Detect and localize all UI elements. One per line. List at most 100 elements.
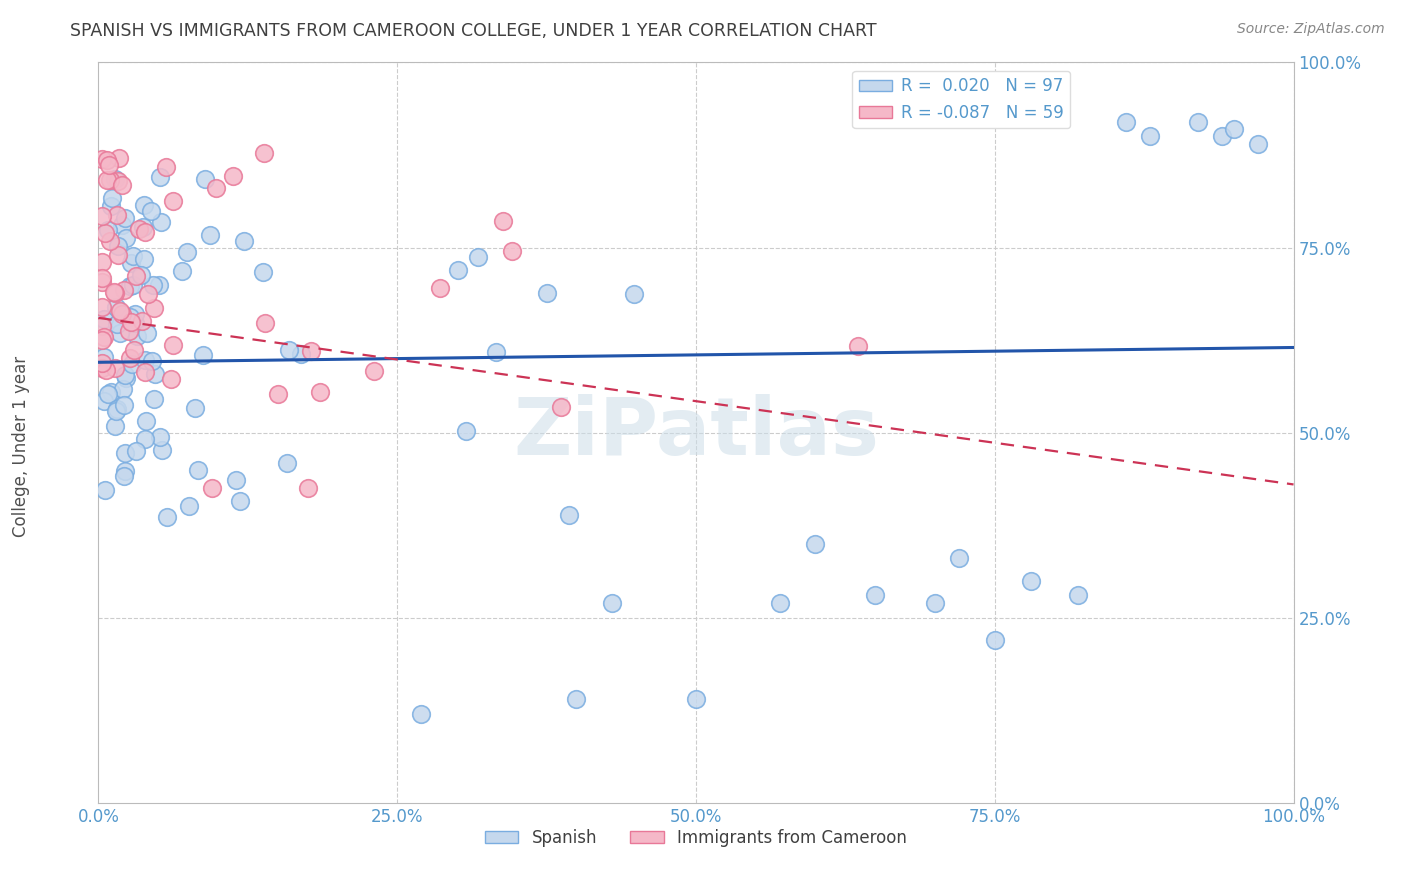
Point [125, 269, 148, 284]
Point [484, 345, 506, 359]
Point [98, 158, 121, 172]
Point [160, 371, 183, 385]
Point [536, 286, 558, 301]
Legend: Spanish, Immigrants from Cameroon: Spanish, Immigrants from Cameroon [478, 822, 914, 854]
Point [308, 385, 330, 400]
Point [98, 173, 121, 187]
Point [111, 218, 134, 232]
Point [125, 328, 148, 343]
Point [124, 343, 146, 357]
Point [114, 464, 136, 478]
Point [103, 360, 125, 375]
Point [299, 343, 322, 358]
Point [97, 223, 120, 237]
Point [623, 286, 645, 301]
Point [187, 462, 209, 476]
Point [93, 330, 115, 344]
Point [104, 172, 127, 186]
Point [149, 215, 172, 229]
Point [1223, 122, 1246, 136]
Point [111, 382, 134, 396]
Point [1211, 129, 1233, 144]
Point [267, 387, 290, 401]
Point [129, 268, 152, 282]
Point [1019, 574, 1042, 588]
Point [110, 178, 132, 193]
Point [114, 446, 136, 460]
Point [114, 211, 136, 226]
Point [232, 234, 254, 248]
Point [183, 401, 205, 415]
Point [145, 367, 167, 381]
Point [253, 316, 276, 330]
Point [948, 551, 970, 566]
Point [155, 160, 177, 174]
Point [198, 227, 221, 242]
Point [115, 371, 138, 385]
Point [114, 368, 136, 383]
Text: ZiPatlas: ZiPatlas [513, 393, 879, 472]
Point [984, 632, 1007, 647]
Point [91, 209, 114, 223]
Point [602, 596, 624, 610]
Point [278, 343, 301, 357]
Point [105, 317, 128, 331]
Point [550, 401, 572, 415]
Point [107, 174, 129, 188]
Point [191, 348, 214, 362]
Point [91, 360, 114, 375]
Point [96, 363, 118, 377]
Point [142, 278, 165, 293]
Point [446, 263, 468, 277]
Point [100, 385, 122, 400]
Point [131, 220, 153, 235]
Point [132, 252, 155, 267]
Point [91, 334, 114, 348]
Point [120, 256, 142, 270]
Point [107, 248, 129, 262]
Point [1247, 136, 1270, 151]
Point [685, 692, 707, 706]
Point [108, 326, 131, 341]
Text: SPANISH VS IMMIGRANTS FROM CAMEROON COLLEGE, UNDER 1 YEAR CORRELATION CHART: SPANISH VS IMMIGRANTS FROM CAMEROON COLL… [70, 22, 877, 40]
Point [91, 255, 114, 269]
Point [120, 351, 142, 366]
Point [156, 510, 179, 524]
Point [135, 414, 157, 428]
Point [846, 339, 869, 353]
Point [501, 244, 523, 259]
Point [91, 300, 114, 314]
Point [276, 456, 298, 470]
Point [491, 213, 513, 227]
Point [131, 314, 153, 328]
Point [141, 203, 163, 218]
Point [104, 285, 127, 300]
Point [225, 473, 247, 487]
Point [125, 444, 148, 458]
Point [117, 324, 139, 338]
Point [100, 199, 122, 213]
Point [297, 481, 319, 495]
Point [112, 468, 135, 483]
Point [162, 194, 184, 208]
Point [143, 301, 166, 316]
Point [105, 402, 128, 417]
Point [120, 315, 142, 329]
Point [136, 287, 159, 301]
Point [229, 493, 252, 508]
Point [93, 311, 115, 326]
Point [149, 430, 172, 444]
Point [1139, 129, 1161, 144]
Point [105, 300, 128, 314]
Point [108, 151, 131, 165]
Point [467, 251, 489, 265]
Point [201, 481, 224, 495]
Point [865, 589, 887, 603]
Point [91, 275, 114, 289]
Point [804, 536, 827, 550]
Point [924, 596, 946, 610]
Point [96, 153, 118, 168]
Point [363, 364, 385, 378]
Text: College, Under 1 year: College, Under 1 year [13, 355, 30, 537]
Point [98, 234, 121, 248]
